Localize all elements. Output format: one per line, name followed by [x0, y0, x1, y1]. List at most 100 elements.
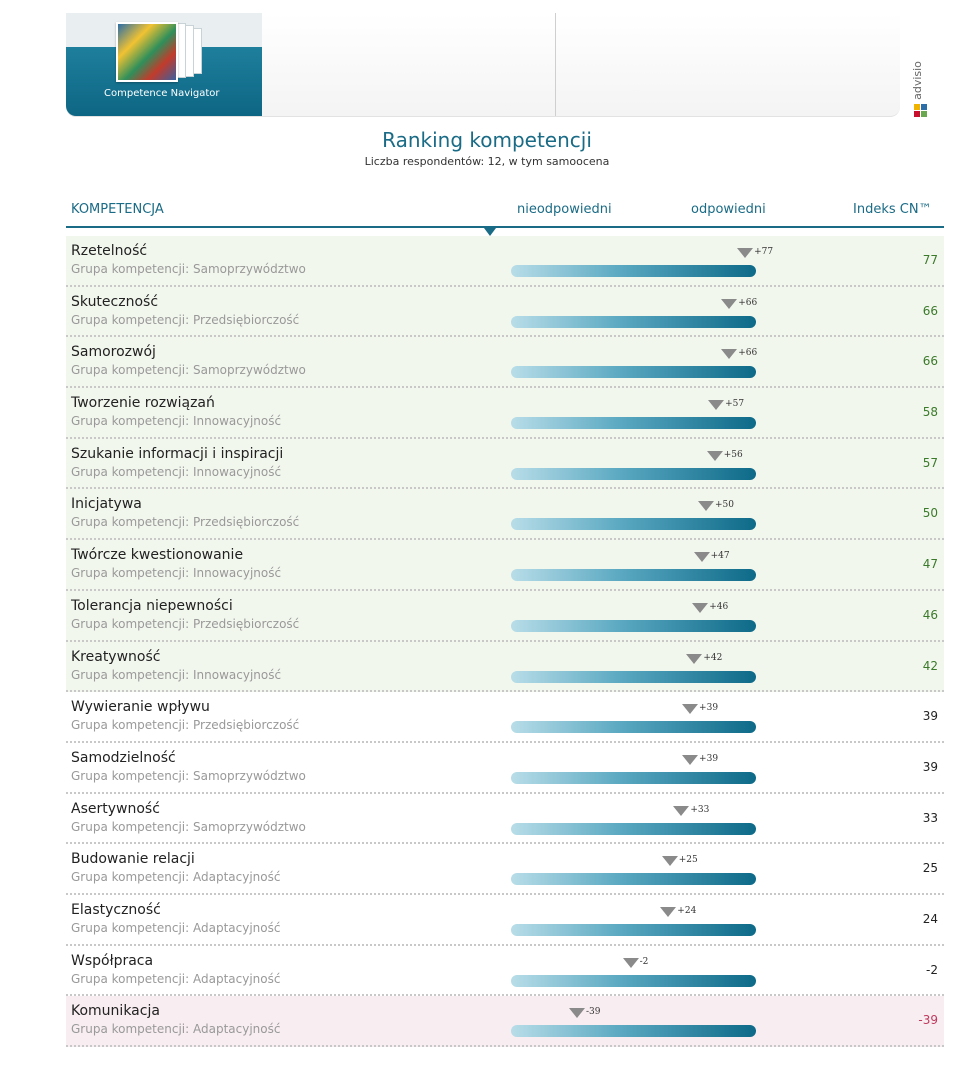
value-marker-icon: [660, 906, 677, 917]
scale-bar: [511, 518, 756, 531]
logo-text: Competence Navigator: [104, 88, 220, 99]
scale-bar: [511, 721, 756, 734]
cn-index-value: 46: [922, 607, 938, 622]
competence-group: Grupa kompetencji: Adaptacyjność: [71, 870, 281, 885]
scale-bar: [511, 315, 756, 328]
value-marker-icon: [737, 248, 754, 258]
table-row: Samodzielność Grupa kompetencji: Samoprzy…: [66, 743, 944, 794]
competence-name: Samorozwój: [71, 344, 156, 361]
competence-name: Budowanie relacji: [71, 851, 195, 868]
competence-name: Skuteczność: [71, 293, 159, 310]
competence-name: Komunikacja: [71, 1003, 160, 1020]
competence-group: Grupa kompetencji: Adaptacyjność: [71, 1022, 281, 1037]
marker-value-label: +42: [703, 652, 723, 663]
column-header-index: Indeks CN™: [853, 202, 932, 217]
scale-bar: [511, 822, 756, 835]
cn-index-value: 42: [922, 658, 938, 673]
competence-group: Grupa kompetencji: Adaptacyjność: [71, 920, 281, 935]
cn-index-value: 58: [922, 405, 938, 420]
marker-value-label: +66: [738, 297, 758, 308]
scale-bar: [511, 873, 756, 886]
competence-group: Grupa kompetencji: Samoprzywództwo: [71, 262, 306, 276]
cn-index-value: 66: [922, 354, 938, 369]
table-row: Samorozwój Grupa kompetencji: Samoprzywód…: [66, 337, 944, 389]
competence-list: Rzetelność Grupa kompetencji: Samoprzywód…: [66, 236, 944, 1047]
scale-bar: [511, 670, 756, 683]
app-header: Competence Navigator: [66, 13, 900, 117]
cn-index-value: 33: [922, 810, 938, 825]
value-marker-icon: [661, 856, 678, 867]
competence-group: Grupa kompetencji: Przedsiębiorczość: [71, 718, 300, 733]
cn-index-value: -39: [918, 1013, 938, 1028]
competence-name: Inicjatywa: [71, 496, 142, 513]
cn-index-value: 66: [922, 303, 938, 318]
table-row: Tolerancja niepewności Grupa kompetencji:…: [66, 590, 944, 642]
table-row: Inicjatywa Grupa kompetencji: Przedsiębio…: [66, 489, 944, 541]
page-subtitle: Liczba respondentów: 12, w tym samoocena: [364, 155, 610, 168]
marker-value-label: +46: [709, 601, 729, 612]
table-row: Tworzenie rozwiązań Grupa kompetencji: In…: [66, 388, 944, 439]
table-row: Asertywność Grupa kompetencji: Samoprzywó…: [66, 794, 944, 845]
competence-name: Rzetelność: [71, 243, 148, 259]
marker-value-label: +77: [754, 247, 774, 257]
marker-value-label: +39: [699, 753, 719, 764]
scale-bar: [511, 569, 756, 582]
cn-index-value: 25: [922, 861, 938, 876]
value-marker-icon: [686, 653, 703, 664]
competence-name: Wywieranie wpływu: [71, 699, 210, 716]
marker-value-label: +47: [710, 551, 730, 562]
advisio-brand-logo: advisio: [911, 60, 932, 117]
marker-value-label: -39: [585, 1007, 601, 1018]
competence-group: Grupa kompetencji: Innowacyjność: [71, 414, 282, 429]
value-marker-icon: [693, 552, 710, 563]
table-row: Skuteczność Grupa kompetencji: Przedsiębi…: [66, 286, 944, 338]
value-marker-icon: [698, 501, 714, 512]
value-marker-icon: [692, 602, 709, 613]
marker-value-label: +50: [715, 500, 734, 511]
marker-value-label: +24: [677, 905, 697, 916]
value-marker-icon: [682, 754, 699, 765]
scale-bar: [511, 619, 756, 632]
competence-name: Asertywność: [71, 800, 160, 817]
competence-group: Grupa kompetencji: Innowacyjność: [71, 667, 282, 682]
table-row: Twórcze kwestionowanie Grupa kompetencji:…: [66, 540, 944, 591]
scale-bar: [511, 923, 756, 936]
marker-value-label: +57: [725, 399, 745, 410]
marker-value-label: -2: [639, 956, 649, 967]
table-row: Komunikacja Grupa kompetencji: Adaptacyjn…: [66, 996, 944, 1047]
value-marker-icon: [682, 704, 699, 715]
value-marker-icon: [721, 298, 738, 309]
marker-value-label: +33: [690, 804, 710, 815]
cn-index-value: 39: [922, 759, 938, 774]
table-row: Wywieranie wpływu Grupa kompetencji: Prze…: [66, 692, 944, 743]
column-header-adequate: odpowiedni: [691, 202, 766, 217]
cn-index-value: 47: [922, 557, 938, 572]
header-underline: [66, 226, 944, 228]
competence-name: Współpraca: [71, 952, 154, 969]
scale-bar: [511, 1025, 756, 1038]
competence-name: Samodzielność: [71, 749, 176, 766]
table-row: Elastyczność Grupa kompetencji: Adaptacyj…: [66, 895, 944, 946]
cn-index-value: 50: [922, 506, 938, 521]
header-divider: [555, 13, 556, 116]
competence-name: Elastyczność: [71, 901, 161, 918]
table-row: Szukanie informacji i inspiracji Grupa ko…: [66, 438, 944, 490]
table-row: Kreatywność Grupa kompetencji: Innowacyjn…: [66, 641, 944, 693]
marker-value-label: +66: [738, 348, 758, 359]
competence-group: Grupa kompetencji: Innowacyjność: [71, 464, 282, 479]
table-row: Budowanie relacji Grupa kompetencji: Adap…: [66, 844, 944, 895]
competence-group: Grupa kompetencji: Przedsiębiorczość: [71, 515, 300, 530]
competence-navigator-logo[interactable]: Competence Navigator: [66, 13, 262, 116]
column-header-competence: KOMPETENCJA: [71, 202, 164, 217]
value-marker-icon: [708, 400, 725, 411]
competence-name: Twórcze kwestionowanie: [71, 547, 244, 564]
competence-group: Grupa kompetencji: Przedsiębiorczość: [71, 312, 300, 327]
value-marker-icon: [568, 1008, 585, 1019]
cn-index-value: 57: [922, 455, 938, 470]
marker-value-label: +56: [723, 449, 743, 460]
table-row: Rzetelność Grupa kompetencji: Samoprzywód…: [66, 236, 944, 287]
marker-value-label: +25: [678, 855, 698, 866]
cn-index-value: -2: [926, 962, 938, 977]
competence-group: Grupa kompetencji: Samoprzywództwo: [71, 768, 306, 783]
column-header-inadequate: nieodpowiedni: [517, 202, 612, 217]
